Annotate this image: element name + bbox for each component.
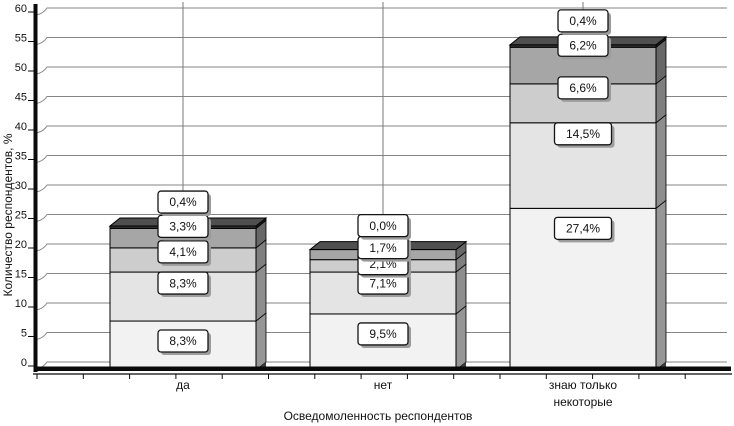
y-tick-label: 45 — [15, 91, 27, 103]
data-label: 4,1% — [169, 245, 197, 259]
data-label-callout: 8,3% — [157, 271, 211, 298]
data-label: 3,3% — [169, 220, 197, 234]
y-tick-label: 35 — [15, 150, 27, 162]
data-label-callout: 1,7% — [357, 235, 411, 262]
y-tick-label: 15 — [15, 268, 27, 280]
data-label: 14,5% — [566, 127, 600, 141]
y-tick-label: 60 — [15, 3, 27, 15]
y-tick-label: 5 — [21, 327, 27, 339]
data-label: 6,6% — [569, 81, 597, 95]
category-label: некоторые — [553, 395, 612, 409]
data-label-callout: 9,5% — [357, 322, 411, 348]
data-label-callout: 0,4% — [557, 9, 611, 35]
data-label: 9,5% — [369, 327, 397, 341]
callout-box — [157, 240, 209, 264]
y-tick-label: 55 — [15, 32, 27, 44]
data-label-callout: 6,6% — [557, 76, 611, 102]
category-label: да — [176, 378, 190, 392]
data-label: 0,4% — [569, 14, 597, 28]
data-label: 27,4% — [566, 222, 600, 236]
callout-box — [157, 190, 209, 214]
data-label: 0,4% — [169, 195, 197, 209]
bar-side-face — [255, 312, 267, 371]
y-tick-label: 10 — [15, 298, 27, 310]
y-axis — [33, 4, 38, 372]
callout-box — [157, 329, 209, 353]
category-label: нет — [374, 378, 393, 392]
data-label: 1,7% — [369, 241, 397, 255]
category-label: знаю только — [549, 378, 618, 392]
y-tick-label: 50 — [15, 62, 27, 74]
data-label-callout: 0,4% — [157, 190, 211, 217]
bar-side-face — [255, 263, 267, 322]
data-label: 8,3% — [169, 276, 197, 290]
callout-box — [557, 9, 609, 33]
floor-edge — [34, 366, 731, 371]
data-label-callout: 8,3% — [157, 329, 211, 356]
data-label-callout: 14,5% — [553, 122, 615, 148]
y-tick-label: 20 — [15, 239, 27, 251]
bar-side-face — [455, 305, 467, 371]
data-label-callout: 27,4% — [553, 216, 615, 243]
data-label-callout: 4,1% — [157, 240, 211, 266]
data-label: 0,0% — [369, 219, 397, 233]
callout-box — [557, 76, 609, 100]
bar-side-face — [455, 263, 467, 315]
data-label: 6,2% — [569, 38, 597, 52]
data-label-callout: 0,0% — [357, 213, 411, 240]
callout-box — [553, 216, 613, 240]
callout-box — [157, 271, 209, 295]
gridline — [33, 7, 727, 16]
y-tick-label: 0 — [21, 357, 27, 369]
data-label: 8,3% — [169, 334, 197, 348]
y-axis-title: Количество респондентов, % — [1, 133, 15, 296]
data-label-callout: 6,2% — [557, 33, 611, 60]
y-tick-label: 40 — [15, 121, 27, 133]
callout-box — [357, 213, 409, 238]
x-axis-title: Осведомоленность респондентов — [284, 409, 473, 423]
data-label: 7,1% — [369, 276, 397, 290]
y-tick-label: 25 — [15, 209, 27, 221]
bar-side-face — [655, 113, 667, 210]
callout-box — [357, 322, 409, 346]
callout-box — [553, 122, 613, 146]
data-label-callout: 3,3% — [157, 214, 211, 241]
y-tick-label: 30 — [15, 180, 27, 192]
bar-side-face — [655, 199, 667, 371]
